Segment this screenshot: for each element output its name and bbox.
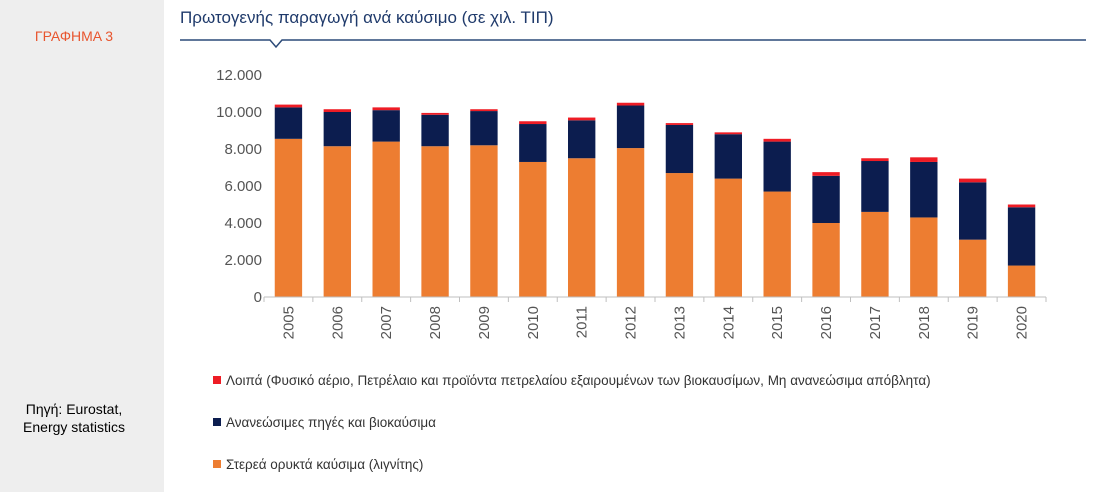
bar-segment-2010-s2 bbox=[519, 121, 547, 125]
bar-segment-2019-s1 bbox=[959, 182, 987, 240]
figure-label: ΓΡΑΦΗΜΑ 3 bbox=[34, 28, 114, 44]
legend-swatch-1 bbox=[213, 418, 221, 426]
bar-segment-2012-s2 bbox=[616, 102, 645, 106]
y-tick-label: 12.000 bbox=[216, 67, 262, 84]
bar-segment-2009-s0 bbox=[470, 145, 498, 297]
source-line-2: Energy statistics bbox=[23, 419, 125, 435]
bar-segment-2006-s0 bbox=[323, 146, 351, 297]
bar-segment-2006-s1 bbox=[323, 112, 351, 147]
y-tick-label: 0 bbox=[254, 289, 262, 306]
bar-segment-2016-s2 bbox=[812, 172, 840, 176]
x-tick-label: 2007 bbox=[378, 306, 395, 339]
bar-segment-2017-s2 bbox=[861, 158, 889, 162]
y-tick-label: 10.000 bbox=[216, 104, 262, 121]
bar-segment-2005-s1 bbox=[274, 107, 303, 139]
bar-segment-2008-s0 bbox=[421, 146, 449, 297]
bar-segment-2012-s0 bbox=[616, 148, 645, 297]
x-tick-label: 2005 bbox=[280, 306, 297, 339]
bar-segment-2014-s0 bbox=[714, 178, 742, 297]
bar-segment-2013-s0 bbox=[665, 173, 694, 297]
bar-segment-2013-s2 bbox=[665, 123, 694, 125]
bar-segment-2009-s1 bbox=[470, 111, 498, 146]
bar-segment-2015-s0 bbox=[763, 191, 791, 297]
bar-segment-2007-s1 bbox=[372, 110, 400, 142]
bar-segment-2018-s2 bbox=[910, 157, 938, 162]
bar-segment-2017-s1 bbox=[861, 161, 889, 212]
bar-segment-2011-s1 bbox=[568, 120, 596, 159]
bar-segment-2007-s2 bbox=[372, 107, 400, 111]
x-tick-label: 2015 bbox=[769, 306, 786, 339]
title-underline bbox=[180, 39, 1086, 49]
y-tick-label: 8.000 bbox=[224, 141, 262, 158]
bar-segment-2016-s0 bbox=[812, 223, 840, 297]
bar-segment-2020-s0 bbox=[1007, 265, 1036, 297]
chart-title: Πρωτογενής παραγωγή ανά καύσιμο (σε χιλ.… bbox=[180, 8, 554, 27]
bar-segment-2005-s0 bbox=[274, 138, 303, 297]
x-tick-label: 2012 bbox=[623, 306, 640, 339]
bar-segment-2018-s0 bbox=[910, 217, 938, 297]
bar-segment-2006-s2 bbox=[323, 109, 351, 112]
x-tick-label: 2006 bbox=[329, 306, 346, 339]
bar-segment-2011-s2 bbox=[568, 117, 596, 121]
bar-segment-2009-s2 bbox=[470, 109, 498, 112]
legend: Λοιπά (Φυσικό αέριο, Πετρέλαιο και προϊό… bbox=[213, 373, 931, 472]
x-tick-label: 2020 bbox=[1014, 306, 1031, 339]
x-tick-label: 2014 bbox=[720, 306, 737, 339]
bar-segment-2018-s1 bbox=[910, 161, 938, 218]
bars bbox=[274, 102, 1036, 297]
legend-swatch-2 bbox=[213, 376, 221, 384]
bar-segment-2005-s2 bbox=[274, 104, 303, 108]
bar-segment-2019-s2 bbox=[959, 178, 987, 183]
source-note: Πηγή: Eurostat, Energy statistics bbox=[0, 400, 148, 436]
bar-segment-2020-s2 bbox=[1007, 204, 1036, 208]
bar-segment-2013-s1 bbox=[665, 124, 694, 174]
sidebar: ΓΡΑΦΗΜΑ 3 Πηγή: Eurostat, Energy statist… bbox=[0, 0, 148, 492]
bar-segment-2010-s1 bbox=[519, 124, 547, 162]
bar-segment-2015-s2 bbox=[763, 138, 791, 142]
y-axis: 0 2.000 4.000 6.000 8.000 10.000 12.000 bbox=[216, 67, 262, 306]
x-tick-label: 2013 bbox=[671, 306, 688, 339]
x-tick-label: 2011 bbox=[574, 306, 591, 338]
x-tick-label: 2019 bbox=[965, 306, 982, 339]
bar-segment-2010-s0 bbox=[519, 161, 547, 297]
bar-segment-2020-s1 bbox=[1007, 207, 1036, 266]
bar-segment-2007-s0 bbox=[372, 141, 400, 297]
bar-segment-2014-s2 bbox=[714, 132, 742, 135]
bar-segment-2014-s1 bbox=[714, 134, 742, 179]
legend-swatch-0 bbox=[213, 460, 221, 468]
bar-segment-2008-s2 bbox=[421, 112, 449, 115]
y-tick-label: 6.000 bbox=[224, 178, 262, 195]
x-axis: 2005 2006 2007 2008 2009 2010 2011 2012 2013 2014… bbox=[263, 296, 1047, 339]
source-line-1: Πηγή: Eurostat, bbox=[25, 401, 123, 417]
bar-segment-2017-s0 bbox=[861, 211, 889, 297]
bar-segment-2012-s1 bbox=[616, 105, 645, 149]
x-tick-label: 2017 bbox=[867, 306, 884, 339]
x-tick-label: 2010 bbox=[525, 306, 542, 339]
legend-label-1: Ανανεώσιμες πηγές και βιοκαύσιμα bbox=[226, 415, 436, 430]
legend-label-0: Στερεά ορυκτά καύσιμα (λιγνίτης) bbox=[226, 457, 423, 472]
bar-segment-2011-s0 bbox=[568, 158, 596, 297]
bar-segment-2008-s1 bbox=[421, 114, 449, 147]
x-tick-label: 2016 bbox=[818, 306, 835, 339]
title-rule-line bbox=[180, 39, 1086, 49]
legend-label-2: Λοιπά (Φυσικό αέριο, Πετρέλαιο και προϊό… bbox=[226, 373, 931, 388]
bar-segment-2016-s1 bbox=[812, 175, 840, 223]
bar-segment-2015-s1 bbox=[763, 141, 791, 192]
x-tick-label: 2018 bbox=[916, 306, 933, 339]
bar-segment-2019-s0 bbox=[959, 239, 987, 297]
y-tick-label: 2.000 bbox=[224, 252, 262, 269]
x-tick-label: 2008 bbox=[427, 306, 444, 339]
x-tick-label: 2009 bbox=[476, 306, 493, 339]
y-tick-label: 4.000 bbox=[224, 215, 262, 232]
